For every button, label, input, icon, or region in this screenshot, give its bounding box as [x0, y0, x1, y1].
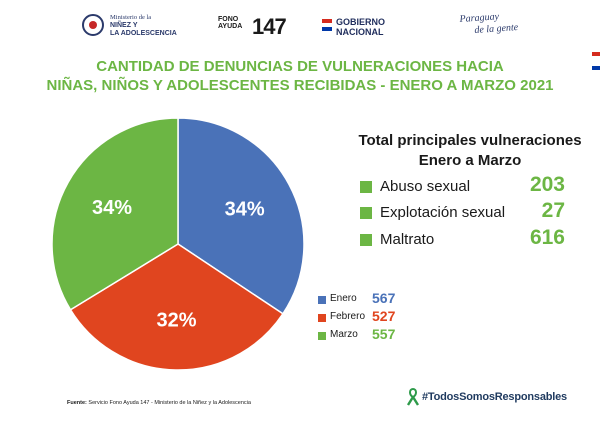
gobierno-line1: GOBIERNO [336, 17, 386, 27]
summary-item-value: 27 [541, 199, 565, 222]
ministry-line1: Ministerio de la [110, 14, 152, 21]
legend-value: 527 [372, 308, 396, 324]
summary-item-label: Explotación sexual [380, 204, 506, 221]
ministry-logo-text: Ministerio de la NIÑEZ Y LA ADOLESCENCIA [110, 14, 177, 38]
green-square-icon [360, 234, 372, 246]
chart-title: CANTIDAD DE DENUNCIAS DE VULNERACIONES H… [0, 57, 600, 95]
ministry-seal-icon [82, 14, 104, 36]
header-logos: Ministerio de la NIÑEZ Y LA ADOLESCENCIA… [0, 0, 600, 70]
awareness-ribbon-icon [406, 388, 420, 406]
summary-item-label: Abuso sexual [380, 178, 471, 195]
legend-label: Febrero [330, 311, 366, 322]
ministry-line3: LA ADOLESCENCIA [110, 30, 177, 37]
legend-swatch-green [318, 332, 326, 340]
fono-ayuda-text: FONO AYUDA [218, 16, 243, 30]
summary-item-explotacion-sexual: Explotación sexual 27 [360, 199, 565, 226]
legend-value: 567 [372, 290, 396, 306]
pie-percent-label: 34% [92, 197, 132, 219]
ministry-line2: NIÑEZ Y [110, 22, 138, 29]
legend-item-marzo: Marzo 557 [318, 326, 428, 343]
summary-title-line1: Total principales vulneraciones [358, 132, 582, 149]
paraguay-flag-icon [322, 19, 332, 31]
legend-swatch-red [318, 314, 326, 322]
summary-item-value: 616 [529, 226, 565, 249]
summary-title-line2: Enero a Marzo [418, 152, 522, 169]
gobierno-nacional-logo: GOBIERNO NACIONAL [336, 17, 385, 37]
edge-mark-red [592, 52, 600, 56]
edge-mark-blue [592, 66, 600, 70]
source-label: Fuente: [67, 400, 87, 406]
legend-value: 557 [372, 326, 396, 342]
legend-swatch-blue [318, 296, 326, 304]
green-square-icon [360, 181, 372, 193]
pie-percent-label: 34% [225, 198, 265, 220]
summary-item-maltrato: Maltrato 616 [360, 226, 565, 253]
legend-item-febrero: Febrero 527 [318, 308, 428, 325]
summary-item-value: 203 [529, 173, 565, 196]
summary-item-abuso-sexual: Abuso sexual 203 [360, 173, 565, 200]
chart-title-line1: CANTIDAD DE DENUNCIAS DE VULNERACIONES H… [96, 58, 504, 75]
source-text: Servicio Fono Ayuda 147 - Ministerio de … [88, 400, 251, 406]
summary-title: Total principales vulneraciones Enero a … [320, 131, 600, 171]
source-note: Fuente: Servicio Fono Ayuda 147 - Minist… [67, 400, 251, 406]
legend-label: Marzo [330, 329, 358, 340]
pie-slice-marzo [51, 117, 179, 311]
legend-item-enero: Enero 567 [318, 290, 428, 307]
legend-label: Enero [330, 293, 357, 304]
fono-ayuda-number: 147 [252, 14, 287, 39]
chart-title-line2: NIÑAS, NIÑOS Y ADOLESCENTES RECIBIDAS - … [46, 77, 554, 94]
green-square-icon [360, 207, 372, 219]
hashtag-text: #TodosSomosResponsables [422, 391, 567, 403]
summary-item-label: Maltrato [380, 231, 435, 248]
pie-percent-label: 32% [157, 310, 197, 332]
gobierno-line2: NACIONAL [336, 27, 384, 37]
pie-slice-febrero [69, 243, 284, 371]
